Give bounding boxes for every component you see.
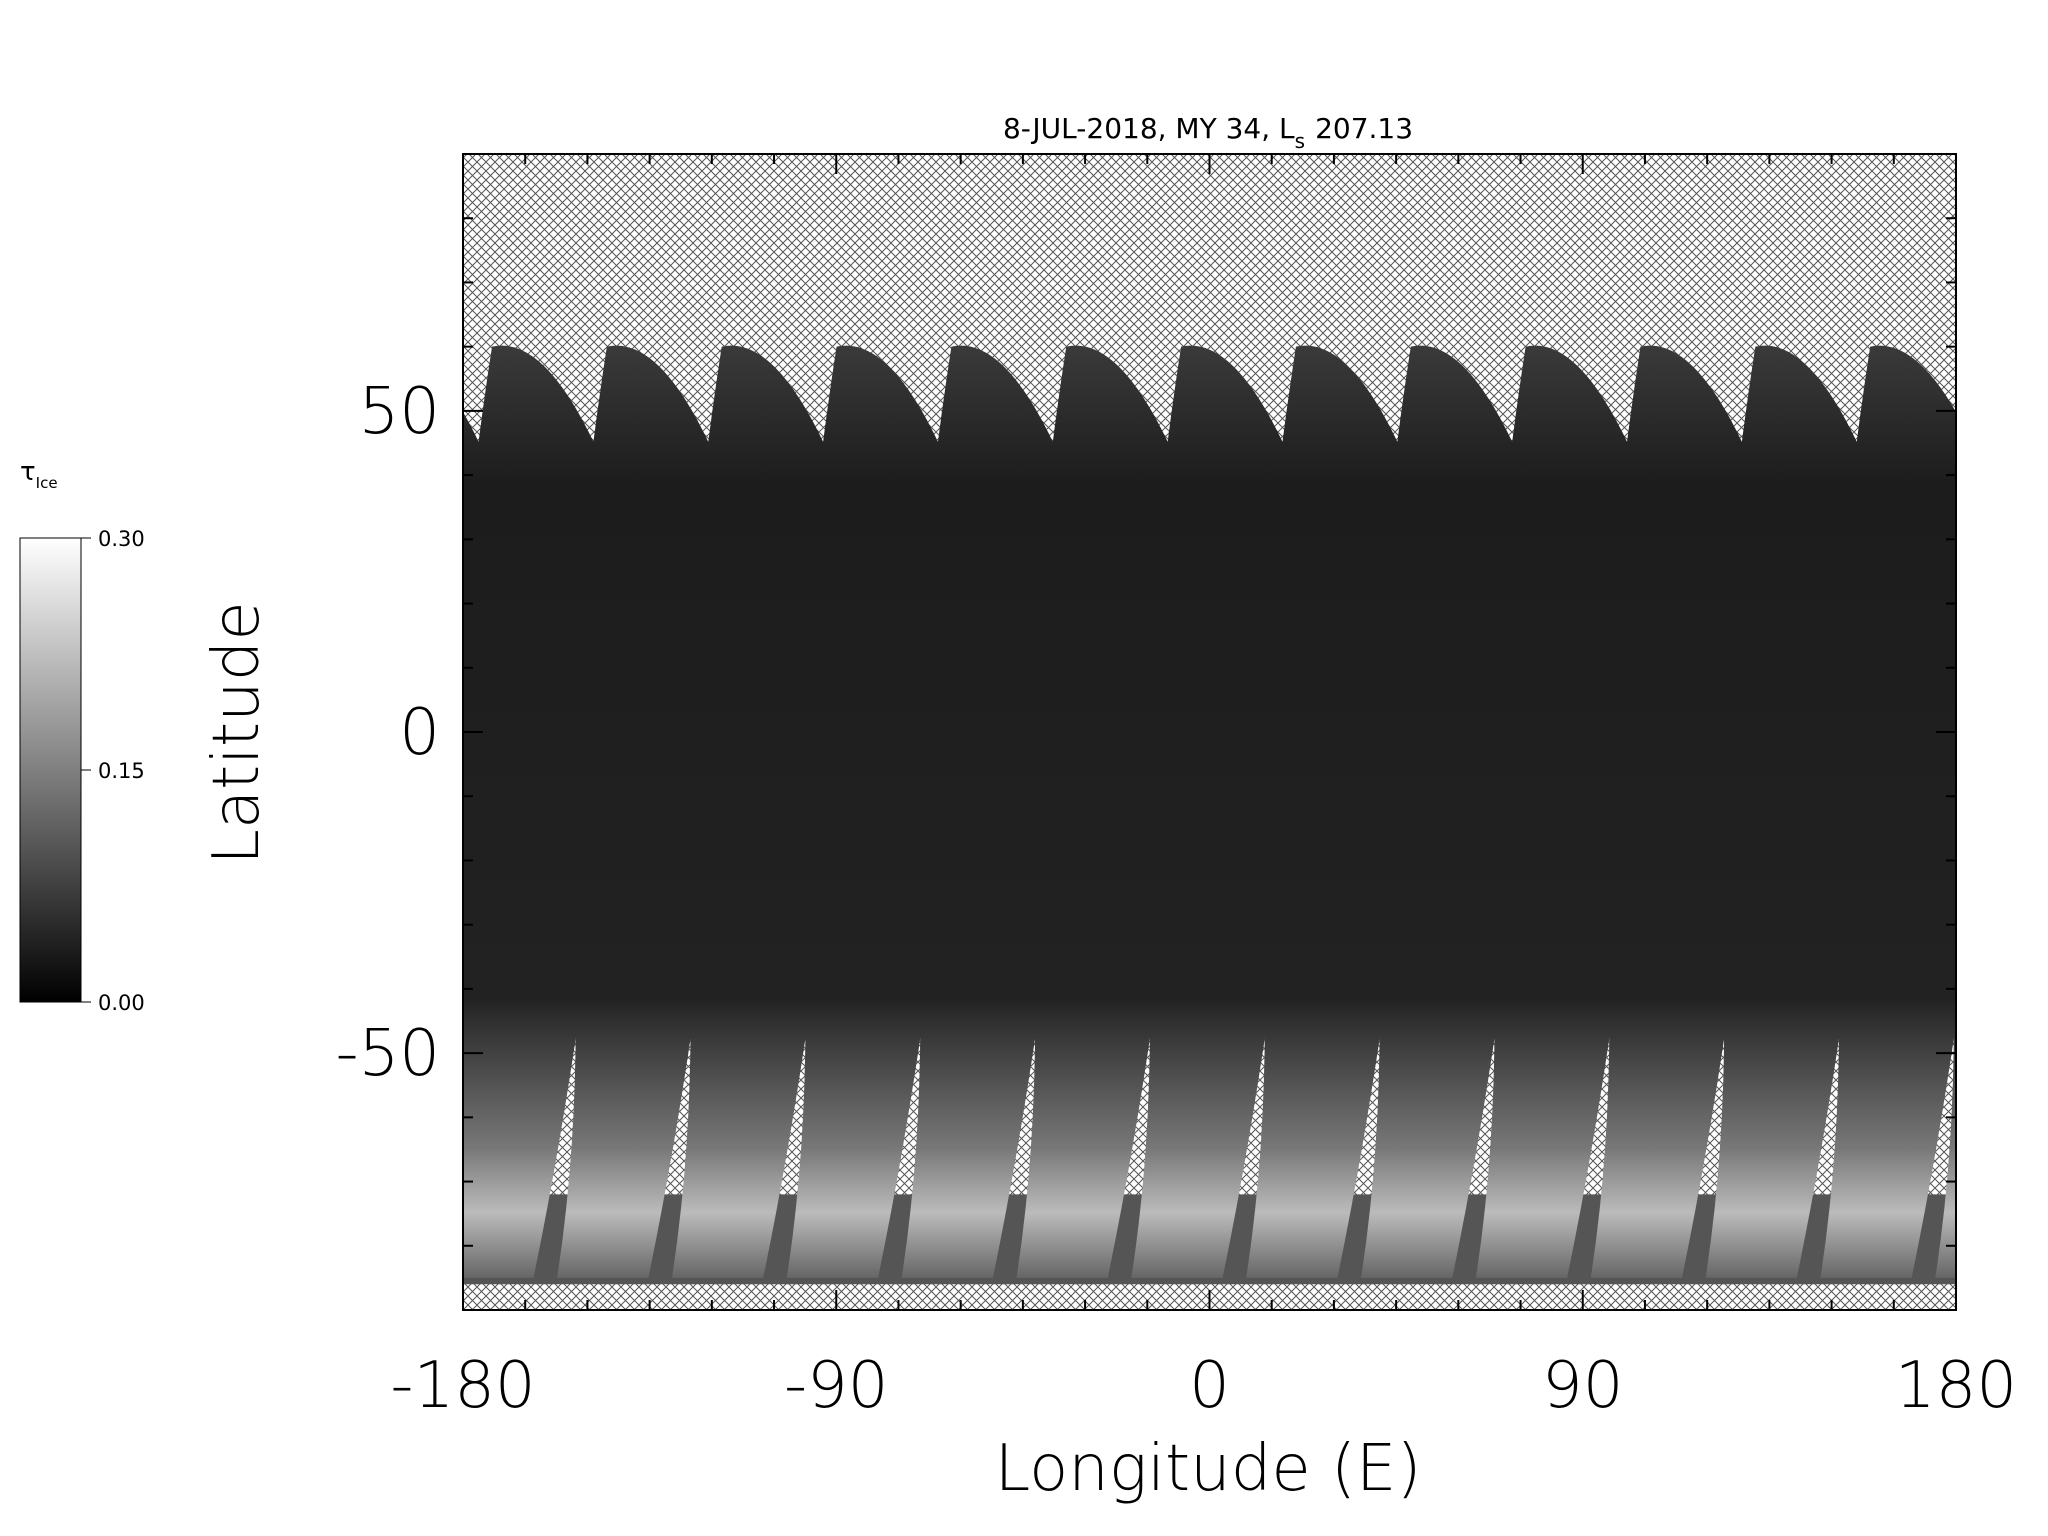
chart-title: 8-JUL-2018, MY 34, Ls 207.13 [1003,112,1413,153]
colorbar [19,537,82,1003]
orbit-swath [1131,345,1298,1278]
colorbar-symbol: τ [20,457,36,487]
colorbar-subscript: Ice [36,474,58,492]
orbit-swath [1361,345,1527,1278]
orbit-swath [1246,345,1413,1278]
map-area [463,154,1956,1310]
y-axis-label: Latitude [200,601,274,864]
y-tick-label: 50 [359,375,440,449]
colorbar-tick-label: 0.15 [98,759,145,783]
orbit-swath [1935,591,1956,1278]
orbit-swath [1820,345,1956,1278]
orbit-swath [901,345,1068,1278]
orbit-swath [786,345,953,1278]
x-tick-label: -180 [390,1349,535,1423]
y-tick-label: 0 [399,696,440,770]
colorbar-tick-label: 0.00 [98,991,145,1015]
orbit-swath [1590,345,1757,1278]
y-tick-label: -50 [335,1017,440,1091]
orbit-swath [671,345,838,1278]
x-tick-label: -90 [784,1349,889,1423]
orbit-swath [1705,345,1872,1278]
orbit-swath [1016,345,1183,1278]
colorbar-label: τIce [20,457,58,492]
x-tick-label: 180 [1895,1349,2017,1423]
colorbar-tick-label: 0.30 [98,527,145,551]
x-tick-label: 90 [1542,1349,1623,1423]
title-text: 8-JUL-2018, MY 34, L [1003,112,1295,145]
orbit-swath [557,345,723,1278]
orbit-swath [463,345,609,1278]
orbit-swath [1475,345,1642,1278]
title-subscript: s [1295,129,1305,153]
x-axis-label: Longitude (E) [995,1432,1422,1506]
title-suffix: 207.13 [1315,112,1413,145]
x-tick-label: 0 [1189,1349,1230,1423]
